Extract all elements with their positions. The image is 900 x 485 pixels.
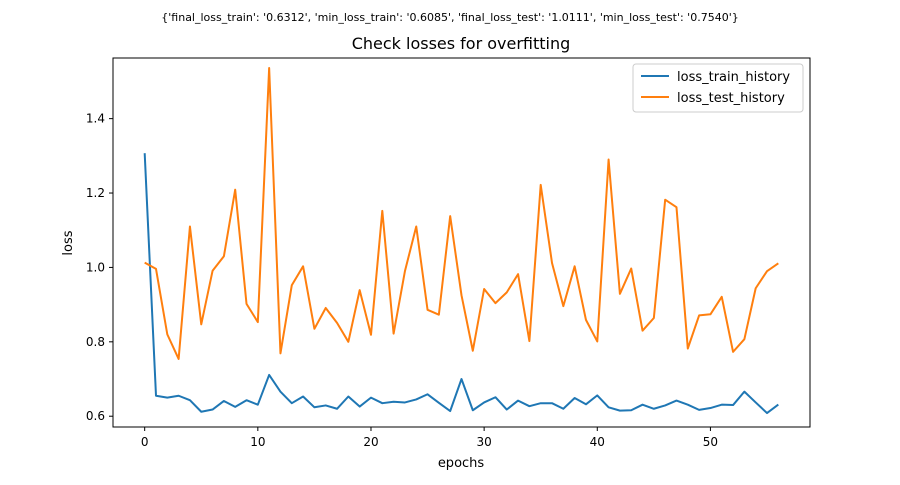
legend-label-test: loss_test_history <box>677 91 785 106</box>
x-tick-label: 30 <box>476 435 491 449</box>
legend-label-train: loss_train_history <box>677 70 790 85</box>
plot-lines <box>143 67 779 415</box>
series-line-loss-test-history <box>144 67 779 360</box>
legend-box <box>632 63 804 113</box>
y-tick-label: 1.2 <box>86 186 105 200</box>
series-line-loss-train-history <box>143 153 779 415</box>
chart-title: Check losses for overfitting <box>352 34 571 53</box>
legend: loss_train_history loss_test_history <box>632 63 804 113</box>
x-tick-label: 50 <box>703 435 718 449</box>
y-tick-label: 1.4 <box>86 112 105 126</box>
chart-suptitle: {'final_loss_train': '0.6312', 'min_loss… <box>161 11 738 24</box>
x-axis-ticks: 0 10 20 30 40 50 <box>141 427 718 449</box>
y-axis-ticks: 0.6 0.8 1.0 1.2 1.4 <box>86 112 113 423</box>
x-tick-label: 10 <box>250 435 265 449</box>
y-tick-label: 0.8 <box>86 335 105 349</box>
y-axis-label: loss <box>61 230 76 255</box>
x-tick-label: 0 <box>141 435 149 449</box>
x-axis-label: epochs <box>438 456 485 471</box>
x-tick-label: 20 <box>363 435 378 449</box>
plot-area-frame <box>112 57 811 428</box>
y-tick-label: 1.0 <box>86 260 105 274</box>
x-tick-label: 40 <box>590 435 605 449</box>
y-tick-label: 0.6 <box>86 409 105 423</box>
